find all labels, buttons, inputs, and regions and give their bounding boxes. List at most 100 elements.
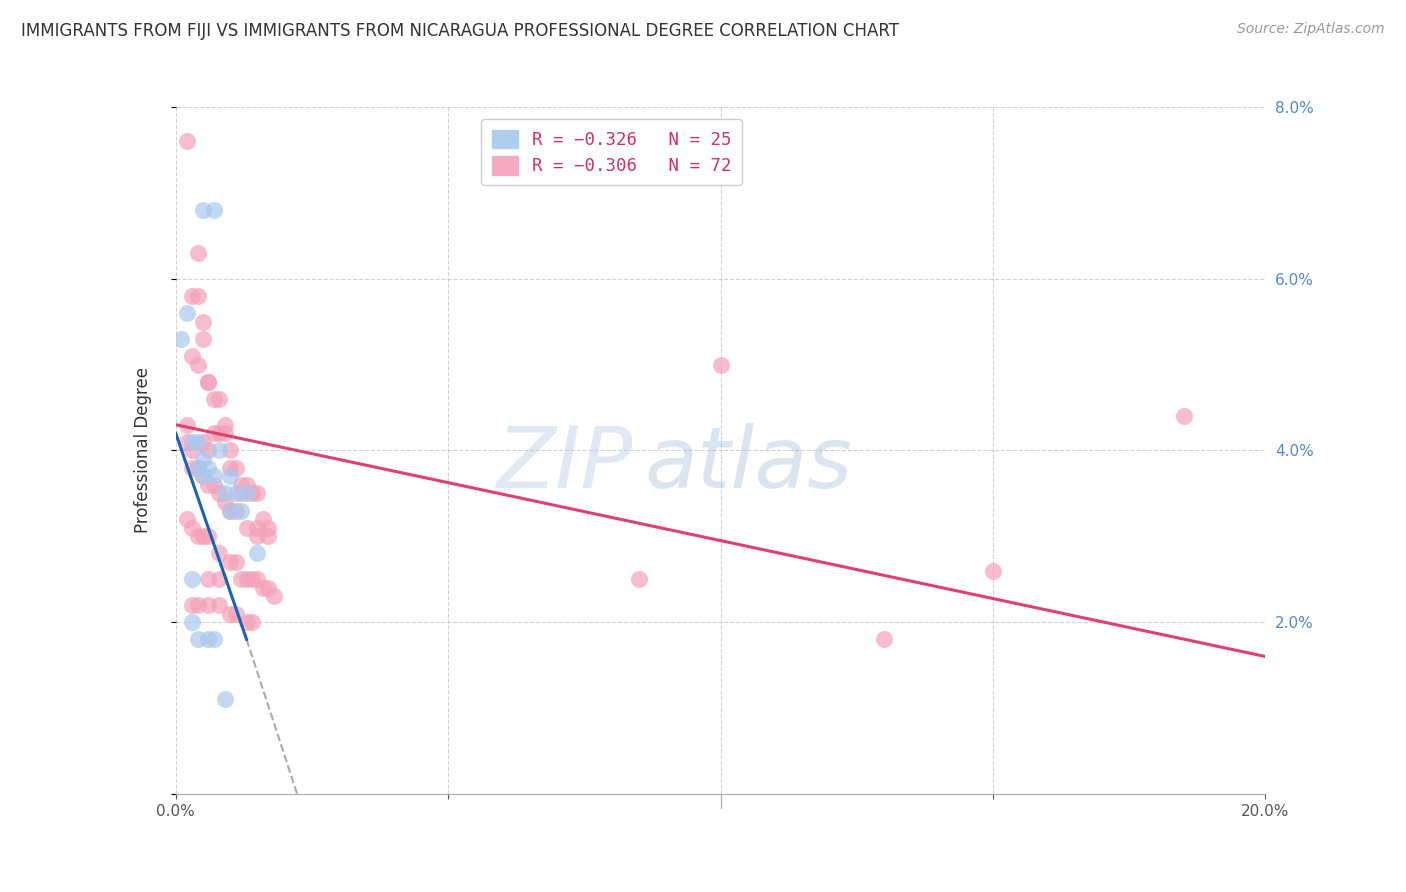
Point [197,529,219,543]
Point [186,632,209,647]
Point [219,555,242,569]
Point [197,598,219,612]
Point [186,598,209,612]
Point [219,503,242,517]
Point [186,289,209,303]
Point [219,469,242,483]
Point [257,521,280,535]
Point [197,375,219,389]
Point [191,529,214,543]
Point [176,417,198,432]
Point [181,615,204,630]
Point [202,202,225,217]
Point [186,460,209,475]
Point [231,486,253,500]
Point [214,692,236,706]
Point [181,460,204,475]
Point [197,572,219,586]
Point [191,452,214,467]
Point [627,572,650,586]
Point [186,246,209,260]
Point [176,306,198,320]
Point [202,392,225,406]
Point [197,478,219,492]
Point [225,460,247,475]
Point [170,332,193,346]
Point [263,590,285,604]
Point [176,135,198,149]
Point [257,529,280,543]
Legend: R = −0.326   N = 25, R = −0.306   N = 72: R = −0.326 N = 25, R = −0.306 N = 72 [481,120,742,186]
Point [246,546,269,561]
Point [191,469,214,483]
Text: ZIP: ZIP [498,423,633,506]
Point [257,581,280,595]
Point [176,512,198,526]
Point [252,512,274,526]
Point [246,572,269,586]
Text: Source: ZipAtlas.com: Source: ZipAtlas.com [1237,22,1385,37]
Point [219,443,242,458]
Point [208,598,231,612]
Point [231,503,253,517]
Text: IMMIGRANTS FROM FIJI VS IMMIGRANTS FROM NICARAGUA PROFESSIONAL DEGREE CORRELATIO: IMMIGRANTS FROM FIJI VS IMMIGRANTS FROM … [21,22,898,40]
Point [208,426,231,441]
Point [225,486,247,500]
Point [214,426,236,441]
Point [219,460,242,475]
Point [214,486,236,500]
Point [235,615,257,630]
Point [191,202,214,217]
Point [181,289,204,303]
Point [225,503,247,517]
Point [197,632,219,647]
Point [873,632,896,647]
Point [197,443,219,458]
Point [225,607,247,621]
Point [176,434,198,449]
Point [186,460,209,475]
Point [231,478,253,492]
Point [235,486,257,500]
Point [191,332,214,346]
Point [181,443,204,458]
Point [240,486,263,500]
Point [181,572,204,586]
Point [202,632,225,647]
Point [981,564,1004,578]
Point [235,572,257,586]
Point [246,486,269,500]
Text: atlas: atlas [644,423,852,506]
Point [240,615,263,630]
Point [191,469,214,483]
Point [225,555,247,569]
Point [186,529,209,543]
Point [202,469,225,483]
Point [252,581,274,595]
Point [219,607,242,621]
Point [186,358,209,372]
Point [246,529,269,543]
Point [181,598,204,612]
Y-axis label: Professional Degree: Professional Degree [134,368,152,533]
Point [235,478,257,492]
Point [240,572,263,586]
Point [191,434,214,449]
Point [197,460,219,475]
Point [181,434,204,449]
Point [208,392,231,406]
Point [208,572,231,586]
Point [181,349,204,363]
Point [208,486,231,500]
Point [202,426,225,441]
Point [231,572,253,586]
Point [710,358,733,372]
Point [191,315,214,329]
Point [208,443,231,458]
Point [214,495,236,509]
Point [197,375,219,389]
Point [208,546,231,561]
Point [202,478,225,492]
Point [246,521,269,535]
Point [1173,409,1195,424]
